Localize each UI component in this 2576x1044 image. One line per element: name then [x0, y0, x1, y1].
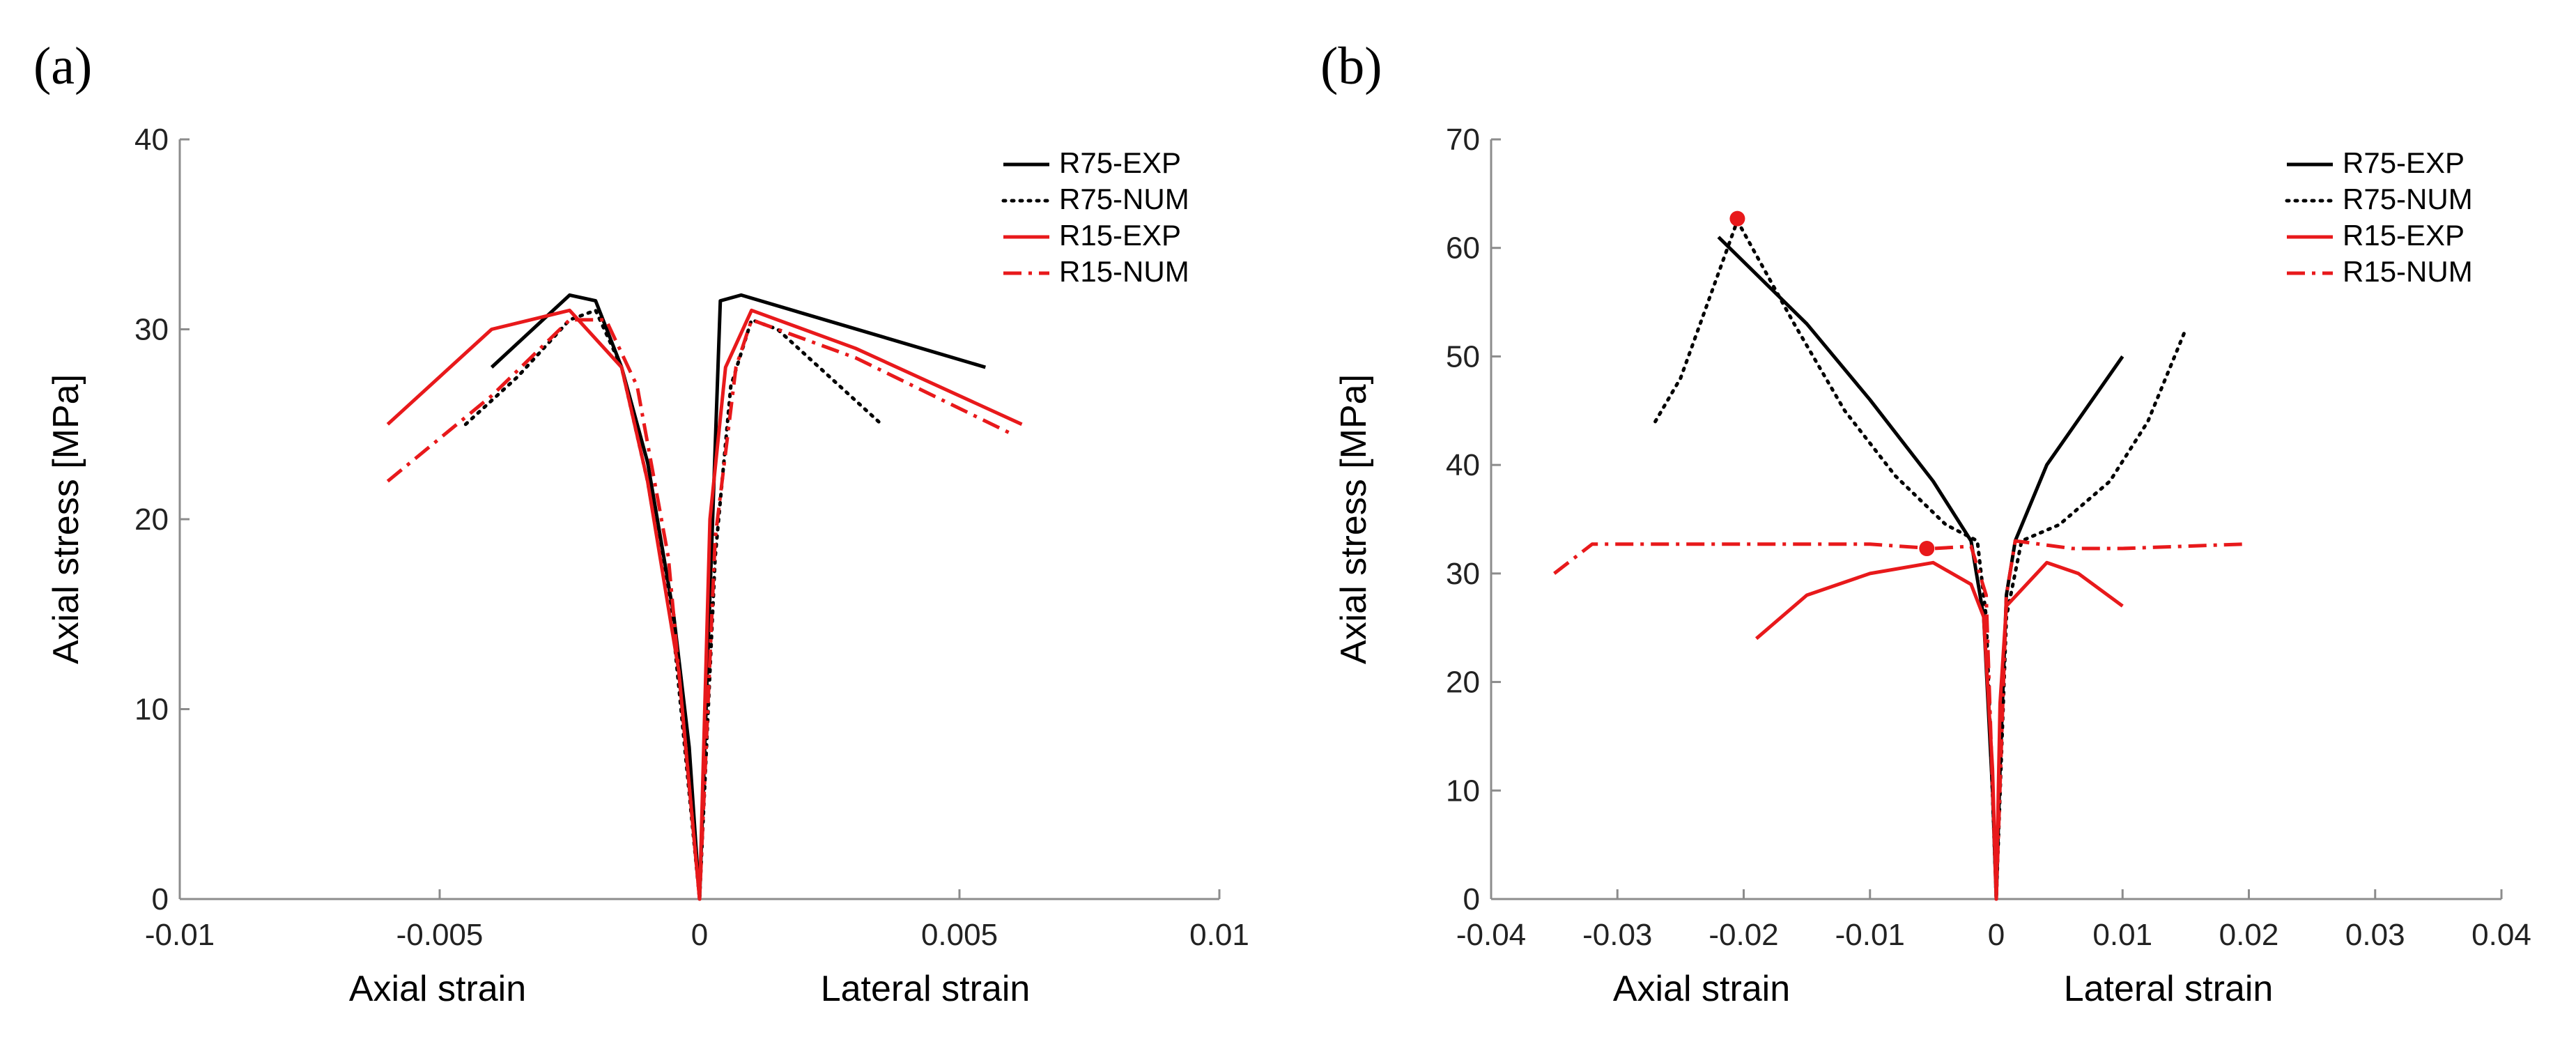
x-axis-title-axial: Axial strain	[349, 969, 526, 1009]
panel-b-chart: (b) 0 10 20 30 40 50 60 70 -0.04 -0.03 -0.02 -0.01 0 0…	[1320, 37, 2531, 1009]
legend-label: R15-NUM	[2343, 255, 2473, 288]
peak-marker	[1919, 541, 1935, 557]
x-tick-label: -0.02	[1709, 918, 1778, 952]
y-tick-label: 0	[152, 882, 169, 916]
panel-a-chart: (a) 0 10 20 30 40 -0.01 -0.005 0 0.005 0.01 Axial s…	[33, 37, 1249, 1009]
y-tick-label: 20	[1446, 666, 1480, 700]
x-tick-label: 0.01	[1189, 918, 1249, 952]
x-tick-label: 0.01	[2092, 918, 2152, 952]
x-tick-label: 0.02	[2219, 918, 2279, 952]
y-tick-label: 10	[134, 693, 169, 727]
x-tick-label: 0	[691, 918, 708, 952]
legend-label: R75-EXP	[2343, 146, 2465, 179]
panel-label: (a)	[33, 37, 92, 95]
x-tick-label: 0.03	[2345, 918, 2405, 952]
y-tick-label: 30	[1446, 557, 1480, 591]
x-tick-label: 0.005	[921, 918, 998, 952]
y-tick-label: 60	[1446, 231, 1480, 266]
legend-label: R75-NUM	[1059, 183, 1189, 215]
legend-label: R15-EXP	[1059, 219, 1181, 252]
y-tick-label: 40	[134, 123, 169, 157]
panel-label: (b)	[1320, 37, 1382, 95]
y-tick-label: 10	[1446, 774, 1480, 808]
x-tick-label: -0.005	[396, 918, 484, 952]
x-axis-title-lateral: Lateral strain	[2064, 969, 2274, 1009]
legend-label: R75-EXP	[1059, 146, 1181, 179]
x-tick-label: 0.04	[2471, 918, 2531, 952]
legend-label: R15-EXP	[2343, 219, 2465, 252]
y-tick-label: 40	[1446, 448, 1480, 482]
legend-label: R75-NUM	[2343, 183, 2473, 215]
x-tick-label: -0.01	[1835, 918, 1905, 952]
x-tick-label: 0	[1988, 918, 2005, 952]
x-tick-label: -0.03	[1582, 918, 1652, 952]
x-tick-label: -0.04	[1456, 918, 1526, 952]
y-axis-title: Axial stress [MPa]	[1334, 374, 1374, 664]
x-tick-label: -0.01	[145, 918, 215, 952]
y-tick-label: 50	[1446, 339, 1480, 374]
x-axis-title-lateral: Lateral strain	[821, 969, 1031, 1009]
legend-label: R15-NUM	[1059, 255, 1189, 288]
y-tick-label: 20	[134, 502, 169, 537]
y-axis-title: Axial stress [MPa]	[46, 374, 86, 664]
x-axis-title-axial: Axial strain	[1613, 969, 1790, 1009]
series-line-r15-num	[1553, 539, 2243, 901]
y-tick-label: 0	[1463, 882, 1480, 916]
y-tick-label: 30	[134, 313, 169, 347]
y-tick-label: 70	[1446, 123, 1480, 157]
series-line-r15-num	[386, 318, 1012, 901]
peak-marker	[1729, 210, 1745, 227]
series-line-r75-num	[1653, 219, 2188, 901]
